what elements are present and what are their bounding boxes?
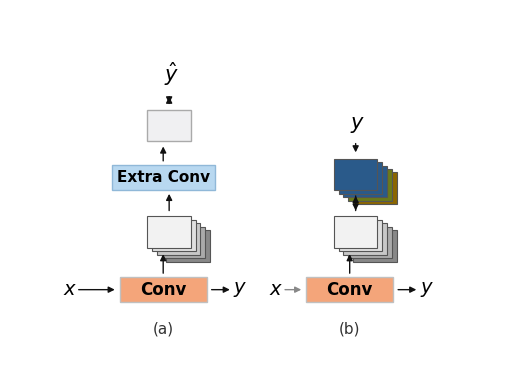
Text: Conv: Conv <box>327 280 373 299</box>
Text: $x$: $x$ <box>269 280 283 299</box>
Bar <box>147 216 191 248</box>
Text: $y$: $y$ <box>420 280 434 299</box>
Bar <box>120 278 207 302</box>
Text: (a): (a) <box>153 321 174 336</box>
Bar <box>306 278 393 302</box>
Text: (b): (b) <box>339 321 360 336</box>
Bar <box>338 162 382 194</box>
Text: $y$: $y$ <box>350 115 365 135</box>
Bar <box>334 159 377 190</box>
Bar <box>112 165 215 190</box>
Text: Extra Conv: Extra Conv <box>117 170 210 185</box>
Bar <box>353 172 396 204</box>
Text: $y$: $y$ <box>233 280 248 299</box>
Bar <box>166 230 210 262</box>
Text: $\hat{y}$: $\hat{y}$ <box>163 61 179 88</box>
Bar <box>348 169 392 201</box>
Bar <box>344 166 387 197</box>
Bar <box>157 223 201 255</box>
Text: $x$: $x$ <box>63 280 77 299</box>
Bar <box>348 227 392 258</box>
Bar <box>162 227 205 258</box>
Bar <box>334 216 377 248</box>
Bar <box>147 110 191 141</box>
Bar <box>152 220 196 251</box>
Text: Conv: Conv <box>140 280 186 299</box>
Bar <box>344 223 387 255</box>
Bar <box>353 230 396 262</box>
Bar <box>338 220 382 251</box>
